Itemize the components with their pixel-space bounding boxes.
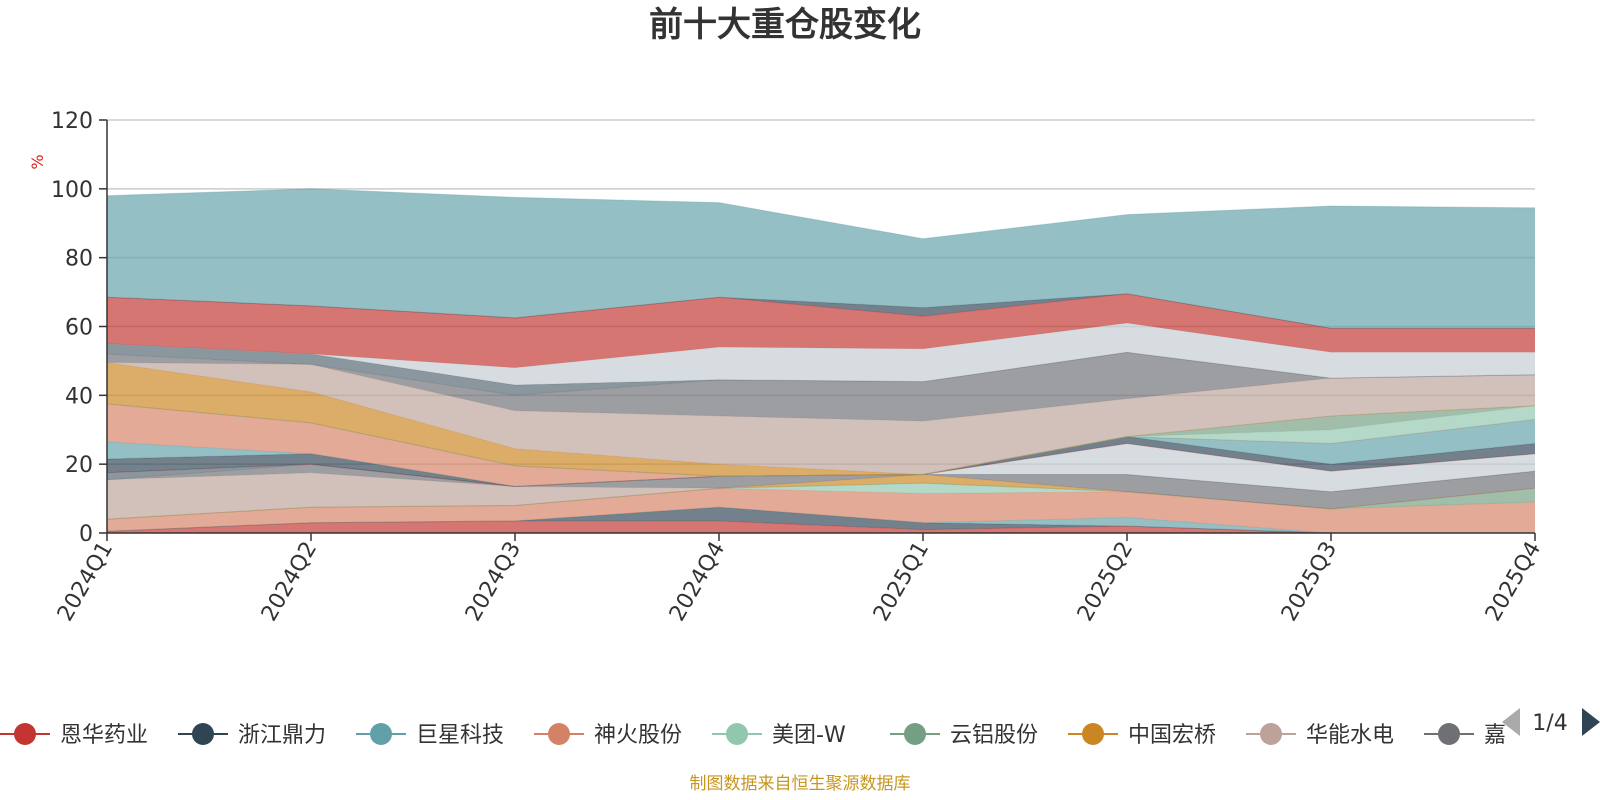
y-tick-label: 40: [65, 384, 93, 409]
y-axis: 0 20 40 60 80 100 120: [51, 109, 108, 547]
legend-pager: 1/4: [1502, 708, 1600, 736]
area-series-24: [107, 188, 1535, 329]
legend-label: 巨星科技: [416, 723, 504, 748]
legend-item[interactable]: 巨星科技: [356, 723, 504, 748]
area-series-10: [107, 443, 1535, 492]
area-series-line-24: [106, 188, 1536, 240]
legend-marker: [548, 723, 570, 745]
area-series-7: [107, 472, 1535, 520]
y-tick-label: 0: [79, 522, 93, 547]
triangle-left-icon[interactable]: [1502, 708, 1520, 736]
area-series-15: [107, 403, 1535, 477]
x-tick-label: 2025Q3: [1277, 538, 1342, 626]
y-tick-label: 100: [51, 178, 93, 203]
triangle-right-icon[interactable]: [1582, 708, 1600, 736]
y-tick-label: 80: [65, 247, 93, 272]
area-series-20: [107, 343, 1535, 396]
area-series-17: [107, 362, 1535, 477]
y-tick-label: 60: [65, 316, 93, 341]
legend-label: 嘉: [1484, 723, 1506, 748]
area-series-9: [107, 464, 1535, 492]
area-series-14: [107, 403, 1535, 487]
area-series-4: [107, 483, 1535, 520]
area-series-18: [107, 362, 1535, 475]
chart-title: 前十大重仓股变化: [649, 5, 921, 45]
legend-marker: [192, 723, 214, 745]
area-series: [106, 188, 1536, 534]
area-series-3: [107, 488, 1535, 533]
legend-item[interactable]: 中国宏桥: [1068, 723, 1216, 748]
legend-label: 恩华药业: [60, 723, 148, 748]
x-tick-label: 2025Q1: [869, 538, 934, 626]
area-series-21: [107, 323, 1535, 385]
area-series-2: [107, 507, 1535, 533]
legend-marker: [726, 723, 748, 745]
legend-marker: [14, 723, 36, 745]
legend-item[interactable]: 云铝股份: [890, 723, 1038, 748]
legend-label: 神火股份: [594, 723, 682, 748]
legend-item[interactable]: 嘉: [1424, 723, 1506, 748]
area-series-12: [107, 436, 1535, 487]
source-note: 制图数据来自恒生聚源数据库: [690, 774, 911, 794]
legend-marker: [904, 723, 926, 745]
area-series-13: [107, 419, 1535, 487]
y-tick-label: 120: [51, 109, 93, 134]
area-series-22: [107, 293, 1535, 368]
legend-item[interactable]: 浙江鼎力: [178, 723, 326, 748]
legend-marker: [1438, 723, 1460, 745]
x-tick-label: 2024Q1: [53, 538, 118, 626]
legend-item[interactable]: 美团-W: [712, 723, 846, 748]
legend-label: 中国宏桥: [1128, 723, 1216, 748]
legend-marker: [1260, 723, 1282, 745]
legend-label: 浙江鼎力: [238, 723, 326, 748]
x-tick-label: 2024Q4: [665, 538, 730, 626]
area-series-19: [107, 352, 1535, 422]
legend-marker: [1082, 723, 1104, 745]
legend-label: 华能水电: [1306, 723, 1394, 748]
y-axis-unit: %: [28, 154, 47, 169]
legend-item[interactable]: 华能水电: [1246, 723, 1394, 748]
x-tick-label: 2024Q3: [461, 538, 526, 626]
x-tick-label: 2025Q4: [1481, 538, 1546, 626]
x-tick-label: 2025Q2: [1073, 538, 1138, 626]
legend-label: 美团-W: [772, 723, 846, 748]
legend-item[interactable]: 恩华药业: [0, 723, 148, 748]
legend-item[interactable]: 神火股份: [534, 723, 682, 748]
y-tick-label: 20: [65, 453, 93, 478]
legend-label: 云铝股份: [950, 723, 1038, 748]
area-series-6: [107, 474, 1535, 520]
legend-marker: [370, 723, 392, 745]
area-series-8: [107, 464, 1535, 509]
area-series-0: [107, 521, 1535, 533]
area-series-1: [107, 507, 1535, 533]
x-tick-label: 2024Q2: [257, 538, 322, 626]
x-axis: 2024Q1 2024Q2 2024Q3 2024Q4 2025Q1 2025Q2 2025…: [53, 532, 1546, 626]
legend: 恩华药业 浙江鼎力 巨星科技 神火股份 美团-W 云铝股份 中国宏桥 华能水电 嘉: [0, 723, 1506, 748]
legend-page-indicator: 1/4: [1532, 711, 1567, 736]
